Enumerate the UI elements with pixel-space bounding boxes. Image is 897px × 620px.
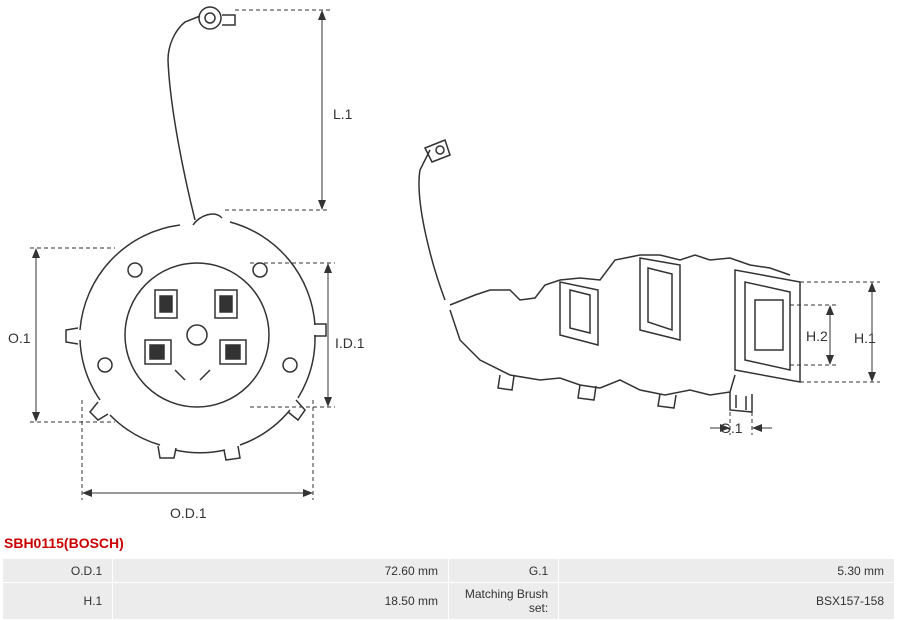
spec-label: H.1	[3, 583, 113, 620]
spec-table: O.D.1 72.60 mm G.1 5.30 mm H.1 18.50 mm …	[2, 558, 895, 620]
left-dims	[30, 10, 335, 500]
spec-value: 72.60 mm	[113, 559, 449, 583]
dim-label-O1: O.1	[8, 330, 31, 346]
dim-label-L1: L.1	[333, 106, 352, 122]
dim-label-G1: G.1	[720, 420, 743, 436]
technical-diagram: L.1 I.D.1 O.1 O.D.1 G.1 H.1 H.2	[0, 0, 897, 530]
spec-label: O.D.1	[3, 559, 113, 583]
dim-label-ID1: I.D.1	[335, 335, 365, 351]
dim-label-OD1: O.D.1	[170, 505, 207, 521]
dim-label-H1: H.1	[854, 330, 876, 346]
spec-label: G.1	[448, 559, 558, 583]
table-row: O.D.1 72.60 mm G.1 5.30 mm	[3, 559, 895, 583]
spec-value: 18.50 mm	[113, 583, 449, 620]
left-view	[66, 7, 326, 460]
table-row: H.1 18.50 mm Matching Brush set: BSX157-…	[3, 583, 895, 620]
spec-value: 5.30 mm	[559, 559, 895, 583]
spec-label: Matching Brush set:	[448, 583, 558, 620]
right-view	[419, 140, 800, 412]
part-title: SBH0115(BOSCH)	[4, 535, 124, 551]
diagram-svg	[0, 0, 897, 530]
dim-label-H2: H.2	[806, 328, 828, 344]
spec-value: BSX157-158	[559, 583, 895, 620]
